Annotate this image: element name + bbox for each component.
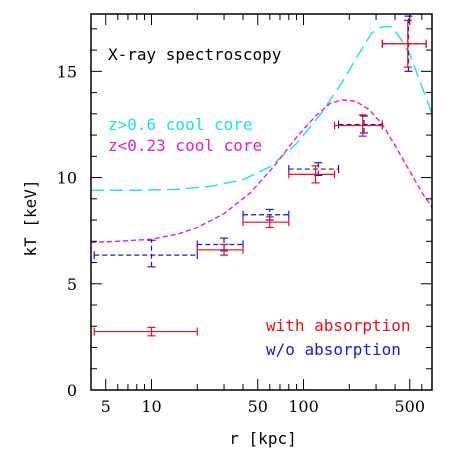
x-tick-label: 50 [248, 397, 268, 416]
y-axis-label: kT [keV] [21, 179, 40, 256]
x-tick-label: 100 [288, 397, 319, 416]
point-without-absorption [337, 115, 383, 134]
data-points [93, 15, 427, 337]
plot-frame [90, 13, 433, 391]
legend-with-absorption: with absorption [266, 316, 411, 335]
axes: 5 10 50 100 500 0 5 10 15 [57, 13, 433, 416]
curve-high-z [91, 26, 433, 192]
point-with-absorption [196, 243, 244, 256]
y-tick-label: 15 [57, 62, 77, 81]
legend-curve-low-z: z<0.23 cool core [108, 136, 262, 155]
point-with-absorption [288, 165, 336, 184]
legend-without-absorption: w/o absorption [266, 340, 401, 359]
chart-title: X-ray spectroscopy [108, 45, 282, 64]
x-axis-label: r [kpc] [229, 429, 296, 448]
point-without-absorption [93, 239, 198, 268]
point-with-absorption [93, 326, 198, 337]
point-without-absorption [242, 208, 290, 221]
curve-low-z [90, 99, 433, 244]
point-without-absorption [288, 162, 340, 177]
x-tick-label: 5 [101, 397, 111, 416]
legend-curve-high-z: z>0.6 cool core [108, 115, 253, 134]
x-tick-label: 10 [141, 397, 161, 416]
x-tick-label: 500 [395, 397, 426, 416]
y-tick-label: 0 [67, 381, 77, 400]
point-with-absorption [242, 216, 290, 229]
model-curves [90, 26, 433, 244]
y-tick-label: 10 [57, 169, 77, 188]
y-tick-label: 5 [67, 275, 77, 294]
point-with-absorption [333, 114, 383, 137]
point-with-absorption [381, 19, 427, 68]
